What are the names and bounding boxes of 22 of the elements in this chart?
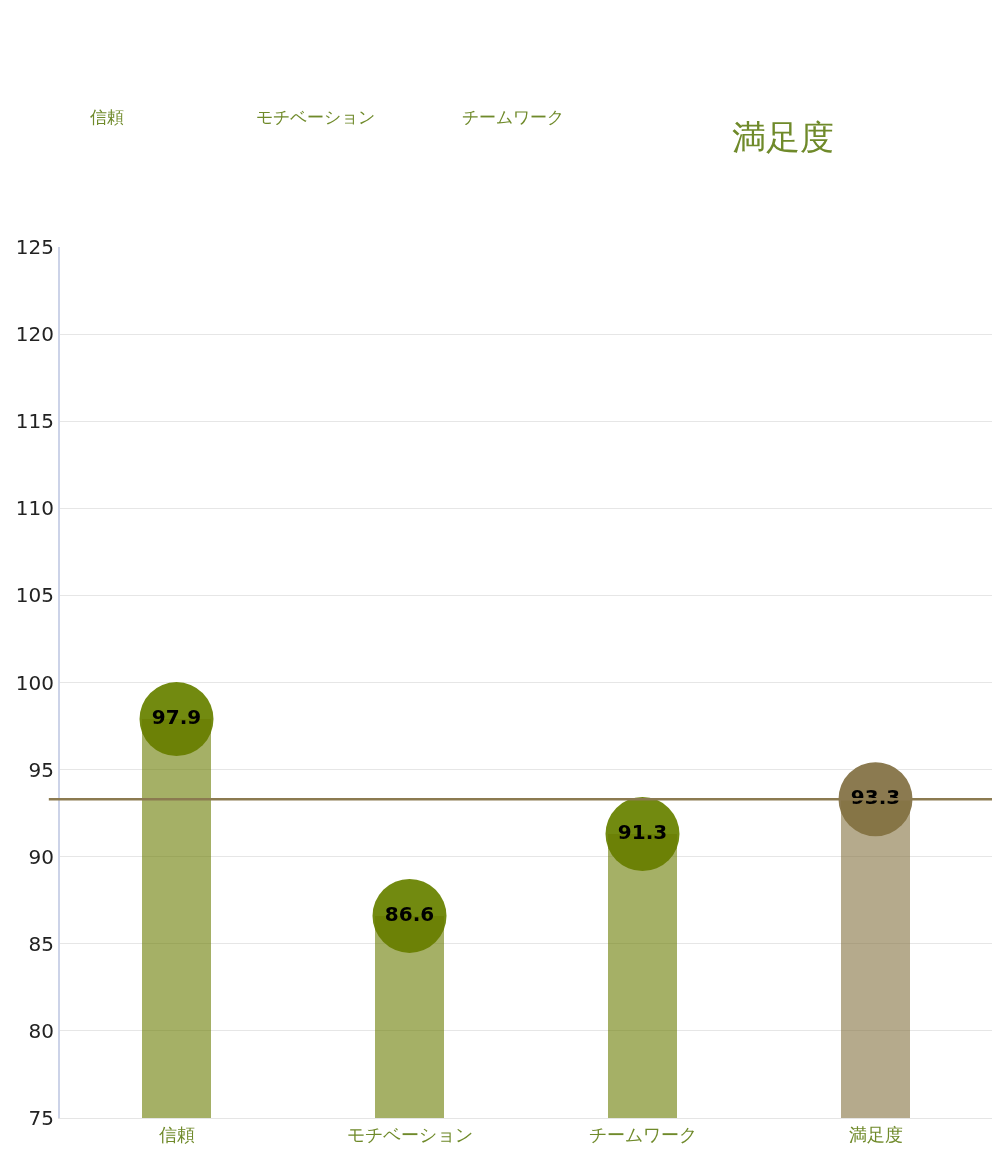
x-tick-label: モチベーション (346, 1123, 473, 1145)
y-tick-label: 95 (28, 757, 54, 782)
y-tick-label: 100 (15, 670, 54, 695)
text: 信頼 (90, 107, 124, 127)
text: チームワーク (462, 107, 564, 127)
y-tick-label: 110 (15, 496, 54, 521)
data-label: 91.3 (617, 820, 668, 845)
y-tick-label: 105 (15, 583, 54, 608)
data-label: 86.6 (384, 901, 435, 926)
data-label: 97.9 (151, 705, 202, 730)
y-tick-label: 85 (28, 931, 54, 956)
y-tick-label: 80 (28, 1018, 54, 1043)
text: 満足度 (732, 117, 834, 157)
y-tick-label: 115 (15, 409, 54, 434)
y-tick-label: 125 (15, 235, 54, 259)
x-tick-label: チームワーク (588, 1123, 697, 1145)
text: モチベーション (256, 107, 375, 127)
y-tick-label: 90 (28, 844, 54, 869)
y-tick-label: 120 (15, 322, 54, 347)
y-tick-label: 75 (28, 1106, 54, 1130)
x-tick-label: 満足度 (848, 1123, 903, 1145)
x-tick-label: 信頼 (158, 1123, 195, 1145)
